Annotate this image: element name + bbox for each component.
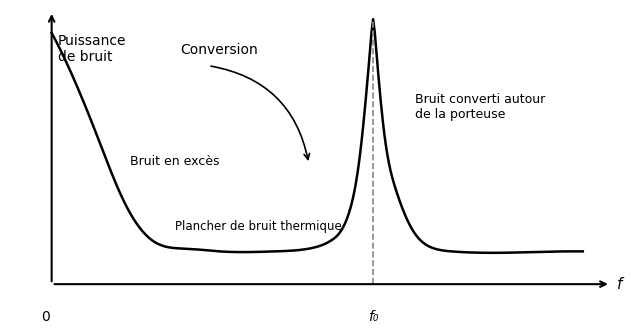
Text: Plancher de bruit thermique: Plancher de bruit thermique bbox=[175, 220, 341, 233]
Text: f: f bbox=[617, 277, 622, 292]
Text: Bruit en excès: Bruit en excès bbox=[130, 155, 220, 168]
Text: Bruit converti autour
de la porteuse: Bruit converti autour de la porteuse bbox=[415, 92, 545, 121]
Text: Conversion: Conversion bbox=[180, 44, 258, 57]
Text: 0: 0 bbox=[41, 310, 50, 324]
Text: f₀: f₀ bbox=[368, 310, 379, 324]
Text: Puissance
de bruit: Puissance de bruit bbox=[58, 33, 126, 64]
